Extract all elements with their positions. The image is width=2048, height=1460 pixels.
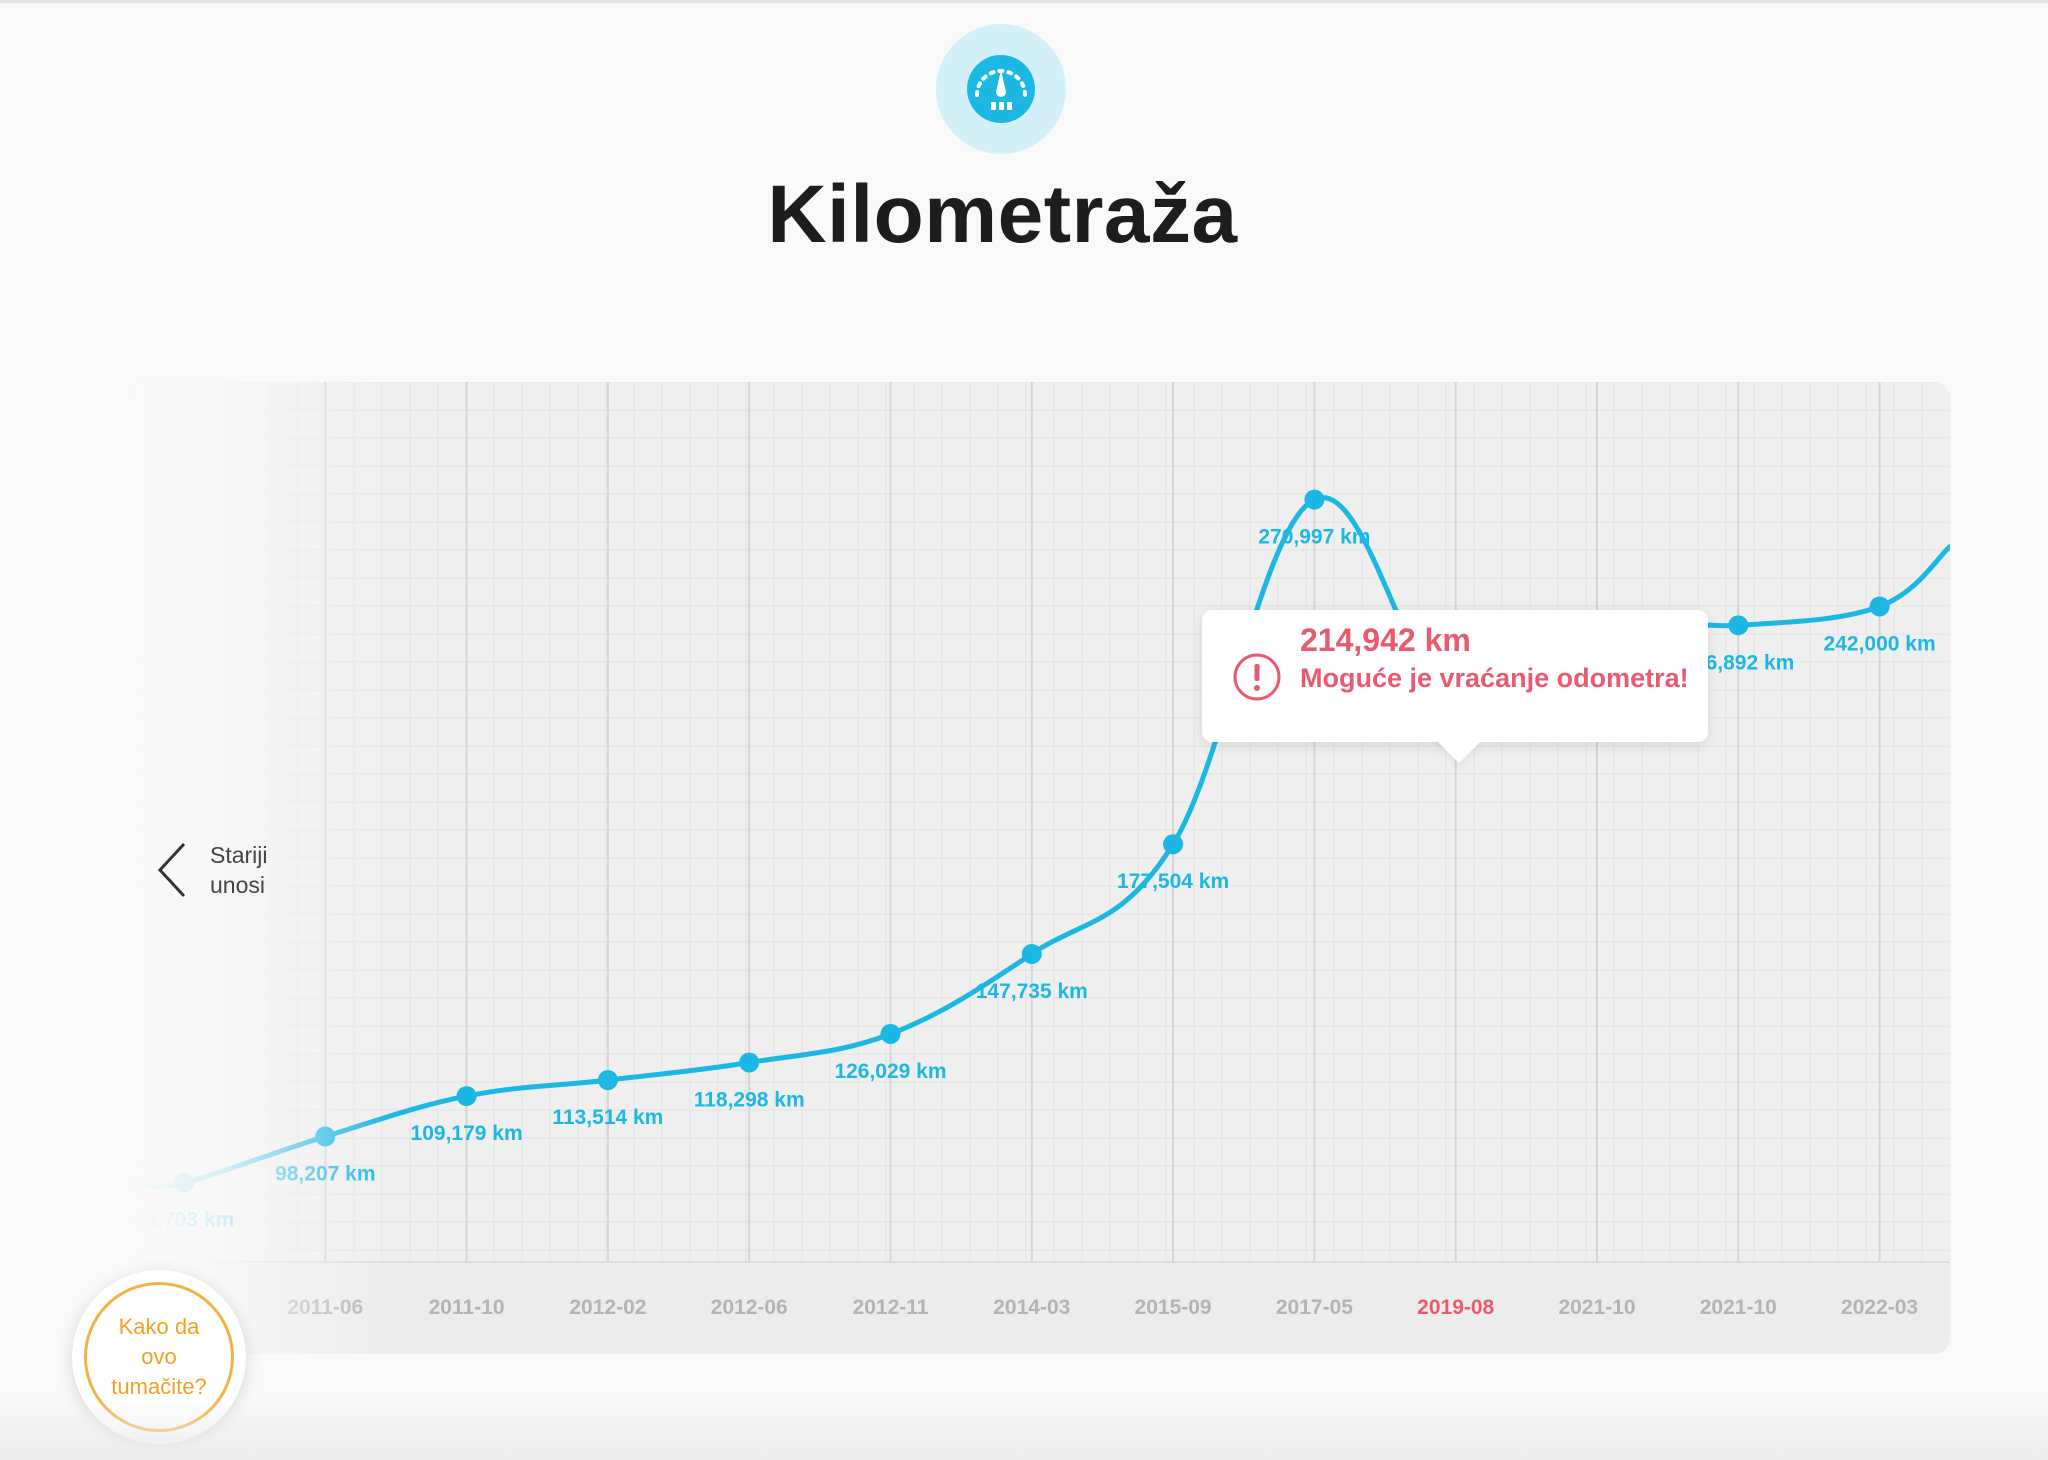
data-label: 236,892 km: [1682, 651, 1794, 674]
x-tick-label: 2012-02: [569, 1296, 646, 1319]
data-point: [1869, 596, 1890, 617]
x-tick-label: 2021-10: [1700, 1296, 1777, 1319]
data-point: [597, 1070, 618, 1091]
mileage-series-line: [130, 495, 1950, 1190]
mileage-chart-svg: 85,703 km 98,207 km 2011-06 109,179 km 2011-…: [130, 382, 1950, 1354]
data-label: 147,735 km: [976, 980, 1088, 1003]
data-point: [456, 1086, 477, 1107]
x-tick-label: 2011-06: [287, 1296, 363, 1319]
data-label: 118,298 km: [694, 1088, 805, 1111]
top-divider: [0, 0, 2048, 3]
mileage-chart: 85,703 km 98,207 km 2011-06 109,179 km 2011-…: [130, 382, 1950, 1354]
x-tick-label: 2021-10: [1558, 1296, 1635, 1319]
data-point: [1304, 489, 1325, 510]
data-label: 126,029 km: [834, 1060, 946, 1083]
tooltip-value: 214,942 km: [1300, 622, 1471, 658]
rollback-warning-tooltip: 214,942 km Moguće je vraćanje odometra!: [1202, 610, 1708, 764]
data-label: 113,514 km: [552, 1106, 663, 1129]
data-point: [739, 1052, 760, 1073]
data-point: [880, 1023, 901, 1044]
data-label: 242,000 km: [1824, 632, 1936, 655]
x-tick-label: 2015-09: [1135, 1296, 1212, 1319]
x-tick-label: 2017-05: [1276, 1296, 1353, 1319]
data-label: 109,179 km: [411, 1122, 523, 1145]
bottom-band: [0, 1398, 2048, 1460]
x-tick-label: 2019-08: [1417, 1296, 1494, 1319]
tooltip-message: Moguće je vraćanje odometra!: [1300, 663, 1689, 693]
x-axis-band: [130, 1262, 1950, 1354]
warning-icon: [1233, 653, 1281, 701]
older-entries-button[interactable]: Stariji unosi: [154, 836, 290, 904]
data-point: [1021, 943, 1042, 964]
x-tick-label: 2022-03: [1841, 1296, 1918, 1319]
older-entries-label: Stariji unosi: [210, 842, 268, 898]
data-point: [174, 1172, 194, 1193]
chevron-left-icon: [157, 842, 186, 898]
data-label: 270,997 km: [1258, 526, 1370, 549]
help-button[interactable]: Kako da ovo tumačite?: [72, 1270, 246, 1444]
data-point: [315, 1126, 336, 1147]
data-label: 98,207 km: [275, 1163, 375, 1186]
data-point: [1163, 834, 1184, 855]
data-label: 177,504 km: [1117, 870, 1229, 893]
help-button-label: Kako da ovo tumačite?: [111, 1314, 207, 1399]
x-tick-label: 2011-10: [429, 1296, 505, 1319]
x-tick-label: 2014-03: [993, 1296, 1070, 1319]
help-button-ring: Kako da ovo tumačite?: [84, 1282, 234, 1432]
page-title: Kilometraža: [767, 169, 1238, 260]
x-tick-label: 2012-06: [711, 1296, 788, 1319]
odometer-icon: [936, 24, 1066, 154]
x-tick-label: 2012-11: [853, 1296, 929, 1319]
data-point: [1728, 615, 1749, 636]
data-label: 85,703 km: [134, 1209, 234, 1232]
